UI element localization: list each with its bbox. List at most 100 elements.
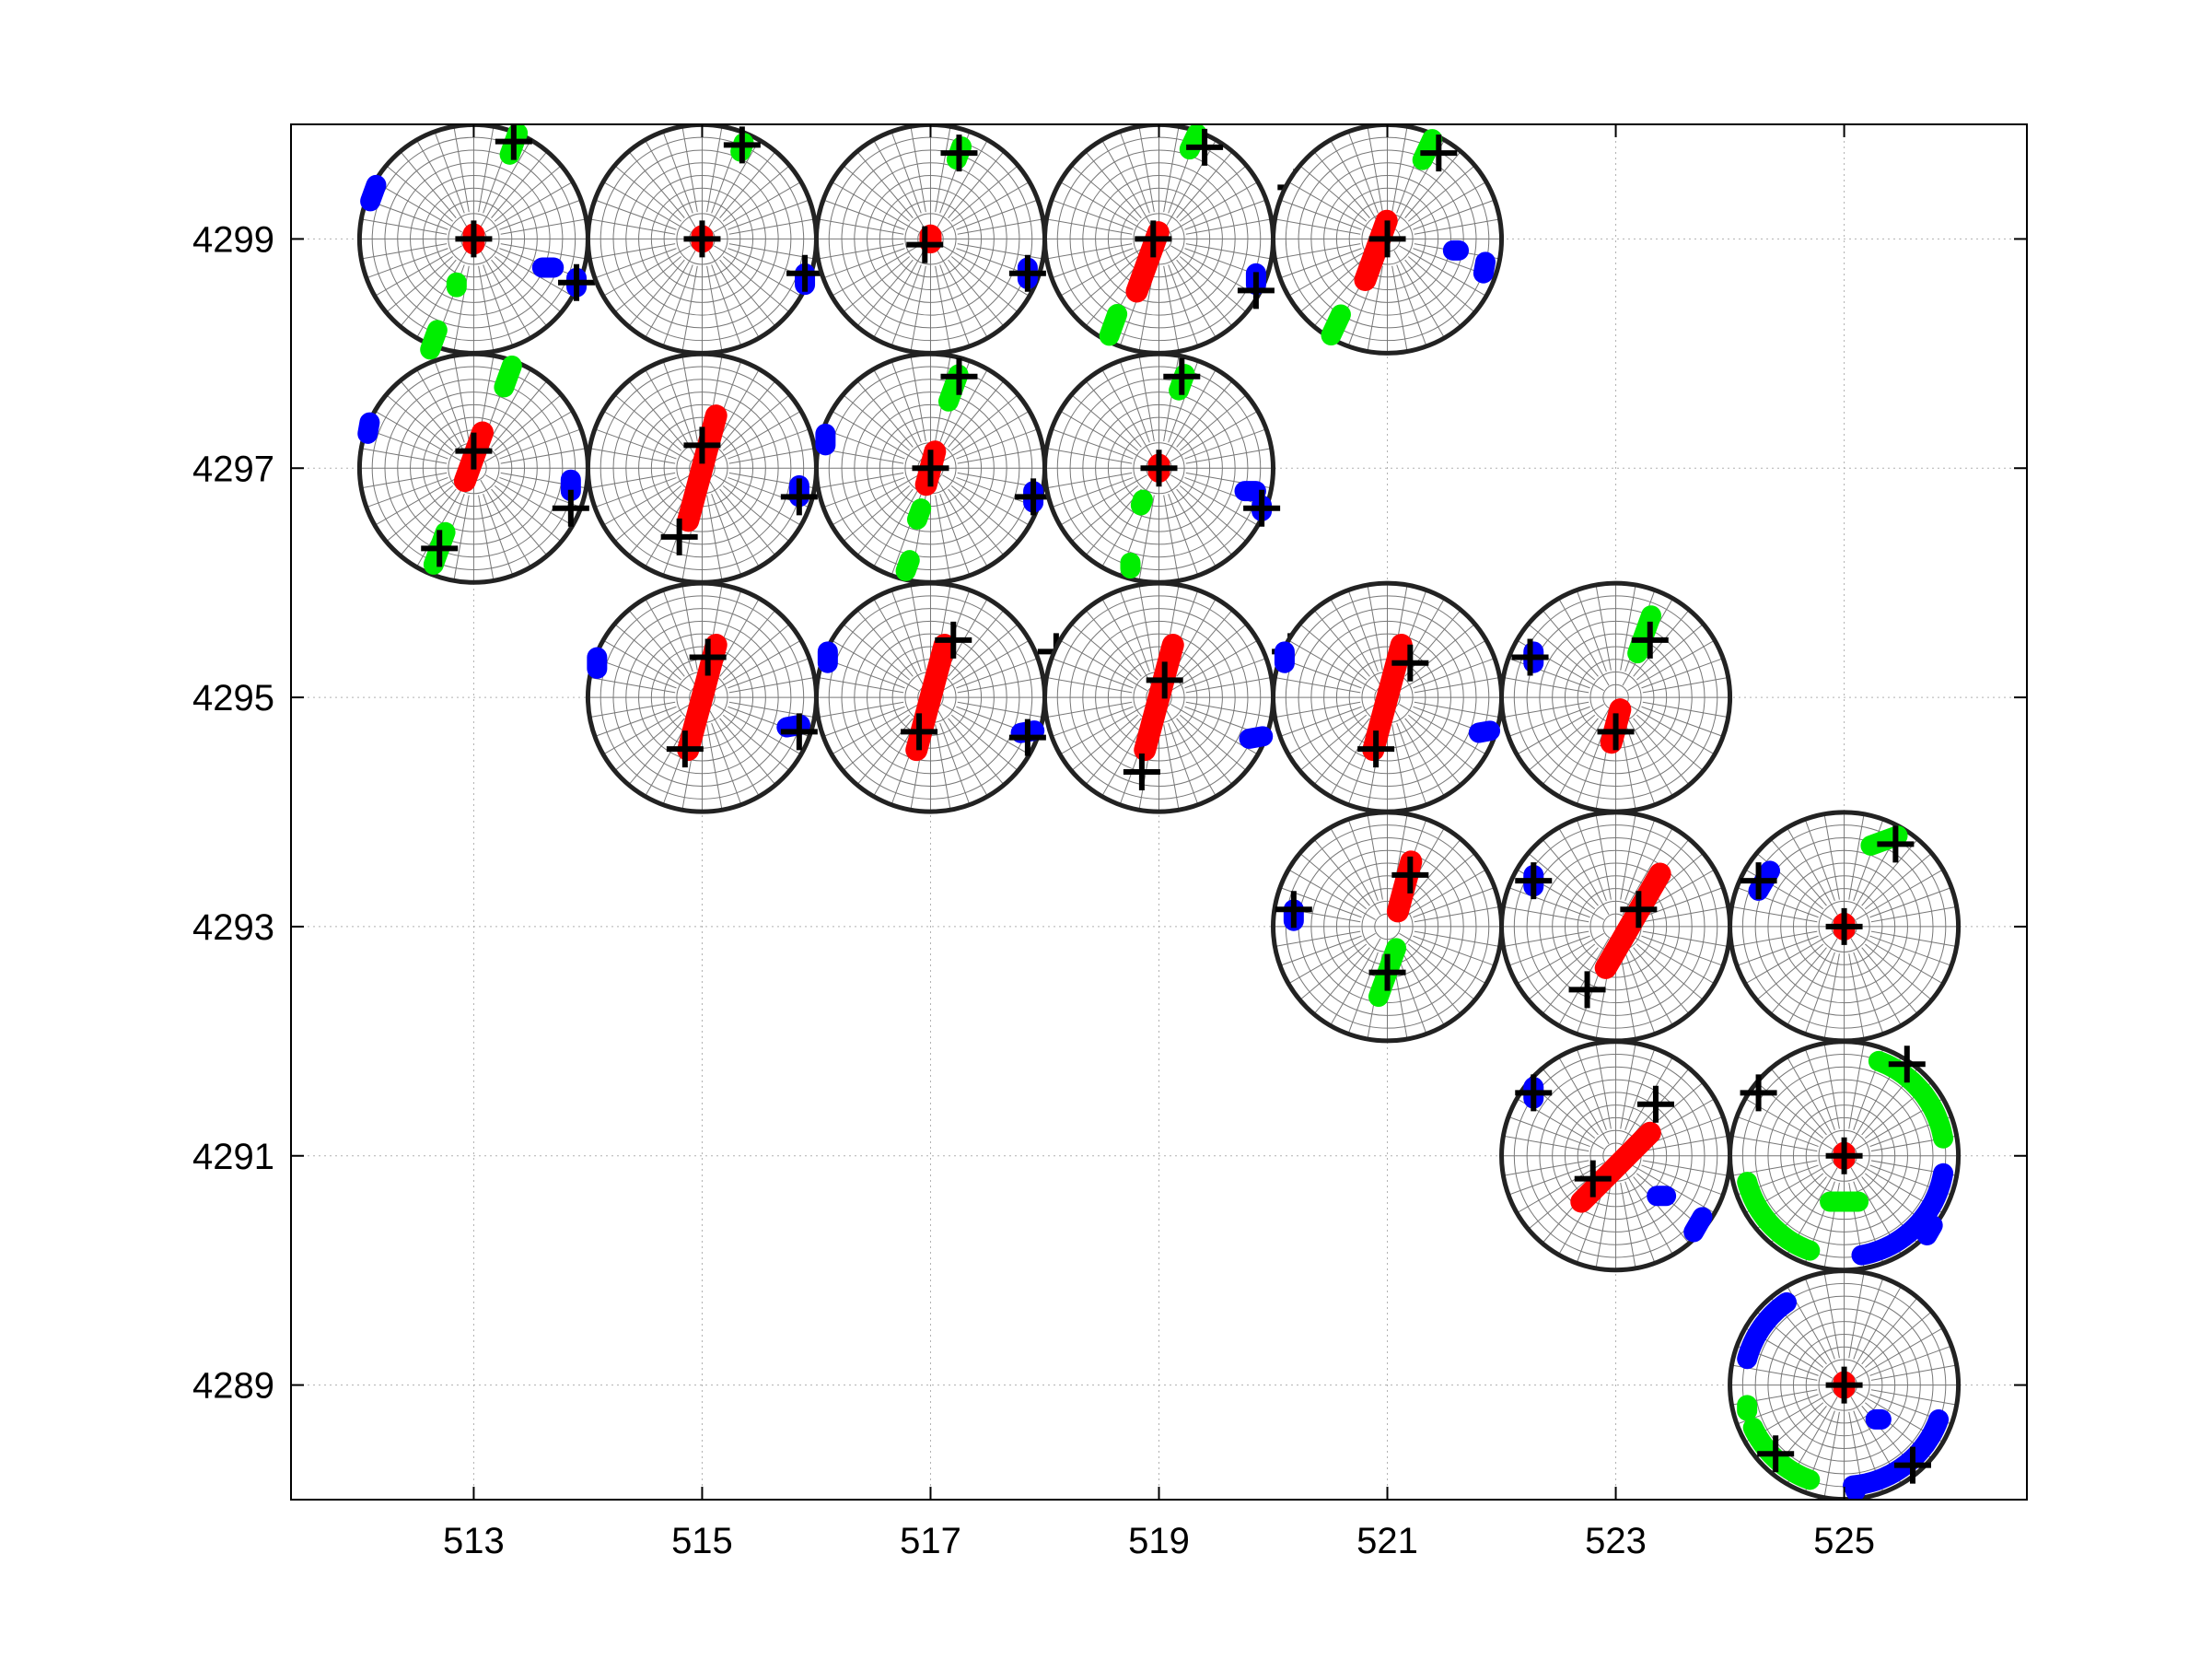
net-spoke: [602, 474, 691, 526]
green-cluster: [420, 320, 448, 360]
blue-cluster: [357, 412, 380, 444]
net-spoke: [1051, 706, 1134, 737]
net-spoke: [500, 243, 587, 260]
net-spoke: [500, 218, 587, 235]
net-spoke: [1516, 932, 1604, 985]
net-spoke: [1856, 932, 1944, 985]
net-spoke: [1299, 714, 1368, 772]
net-spoke: [1399, 869, 1487, 920]
blue-cluster: [1916, 1215, 1943, 1246]
net-spoke: [1848, 1272, 1865, 1359]
net-spoke: [1508, 935, 1590, 966]
blue-cluster: [360, 174, 387, 212]
net-spoke: [1823, 953, 1840, 1040]
net-spoke: [1299, 165, 1368, 222]
net-spoke: [942, 410, 1030, 462]
net-spoke: [950, 256, 1019, 313]
net-spoke: [722, 394, 790, 451]
net-spoke: [1185, 218, 1272, 235]
net-spoke: [1861, 947, 1918, 1015]
green-cluster: [494, 356, 522, 398]
net-spoke: [1176, 488, 1233, 556]
net-spoke: [722, 485, 790, 543]
net-spoke: [1051, 476, 1134, 508]
net-spoke: [831, 410, 919, 462]
net-spoke: [594, 658, 677, 689]
y-tick-labels: 4299 4297 4295 4293 4291 4289: [192, 219, 274, 1406]
net-spoke: [1176, 380, 1233, 448]
net-spoke: [1848, 953, 1865, 1040]
net-spoke: [1413, 199, 1496, 230]
net-spoke: [589, 472, 676, 489]
net-spoke: [1622, 1167, 1673, 1256]
net-spoke: [1869, 887, 1952, 918]
net-spoke: [1414, 218, 1500, 235]
net-spoke: [1071, 714, 1139, 772]
net-spoke: [589, 677, 676, 694]
net-spoke: [1176, 259, 1233, 327]
net-spoke: [1848, 813, 1865, 900]
net-spoke: [937, 368, 988, 457]
net-spoke: [1620, 813, 1636, 900]
net-spoke: [728, 658, 810, 689]
net-spoke: [1869, 1345, 1952, 1376]
net-spoke: [1330, 139, 1381, 228]
net-spoke: [1185, 448, 1272, 464]
net-spoke: [1059, 410, 1147, 462]
net-spoke: [386, 256, 453, 313]
net-spoke: [1051, 428, 1134, 460]
net-spoke: [719, 259, 776, 327]
net-spoke: [1528, 714, 1596, 772]
net-spoke: [706, 265, 723, 352]
net-spoke: [719, 488, 776, 556]
net-spoke: [602, 704, 691, 755]
net-spoke: [719, 151, 776, 218]
stereonet: [813, 124, 1047, 356]
net-spoke: [485, 474, 574, 526]
net-spoke: [843, 485, 910, 543]
net-spoke: [1085, 718, 1142, 786]
net-spoke: [1279, 248, 1362, 279]
net-spoke: [602, 639, 691, 692]
net-spoke: [942, 474, 1030, 526]
net-spoke: [645, 251, 696, 339]
net-spoke: [1804, 1048, 1835, 1130]
net-spoke: [434, 131, 465, 214]
net-spoke: [1059, 245, 1147, 297]
net-spoke: [494, 256, 562, 313]
net-spoke: [891, 131, 922, 214]
net-spoke: [1138, 584, 1155, 671]
net-spoke: [1636, 623, 1704, 681]
net-spoke: [494, 485, 562, 543]
green-cluster: [1412, 129, 1443, 170]
red-cluster: [1354, 209, 1398, 292]
net-spoke: [628, 488, 685, 556]
net-spoke: [891, 360, 922, 443]
net-spoke: [480, 479, 531, 567]
net-spoke: [728, 199, 810, 230]
net-spoke: [1627, 639, 1716, 692]
net-spoke: [1046, 701, 1133, 719]
net-spoke: [1313, 151, 1370, 218]
net-spoke: [1287, 181, 1376, 233]
net-spoke: [1347, 952, 1379, 1034]
net-spoke: [1404, 259, 1461, 327]
green-cluster: [906, 498, 932, 530]
net-spoke: [1622, 708, 1673, 797]
net-spoke: [1823, 1272, 1840, 1359]
net-spoke: [1804, 819, 1835, 902]
net-spoke: [1313, 947, 1370, 1015]
net-spoke: [602, 181, 691, 233]
net-spoke: [374, 181, 462, 233]
net-spoke: [480, 139, 531, 228]
net-spoke: [1165, 708, 1217, 797]
net-spoke: [1046, 243, 1133, 260]
net-spoke: [1516, 1162, 1604, 1214]
net-spoke: [1642, 701, 1729, 719]
net-spoke: [822, 706, 905, 737]
net-spoke: [1396, 952, 1427, 1034]
net-spoke: [1503, 701, 1589, 719]
stereonet: [1271, 580, 1505, 814]
net-spoke: [948, 151, 1005, 218]
net-spoke: [594, 428, 677, 460]
